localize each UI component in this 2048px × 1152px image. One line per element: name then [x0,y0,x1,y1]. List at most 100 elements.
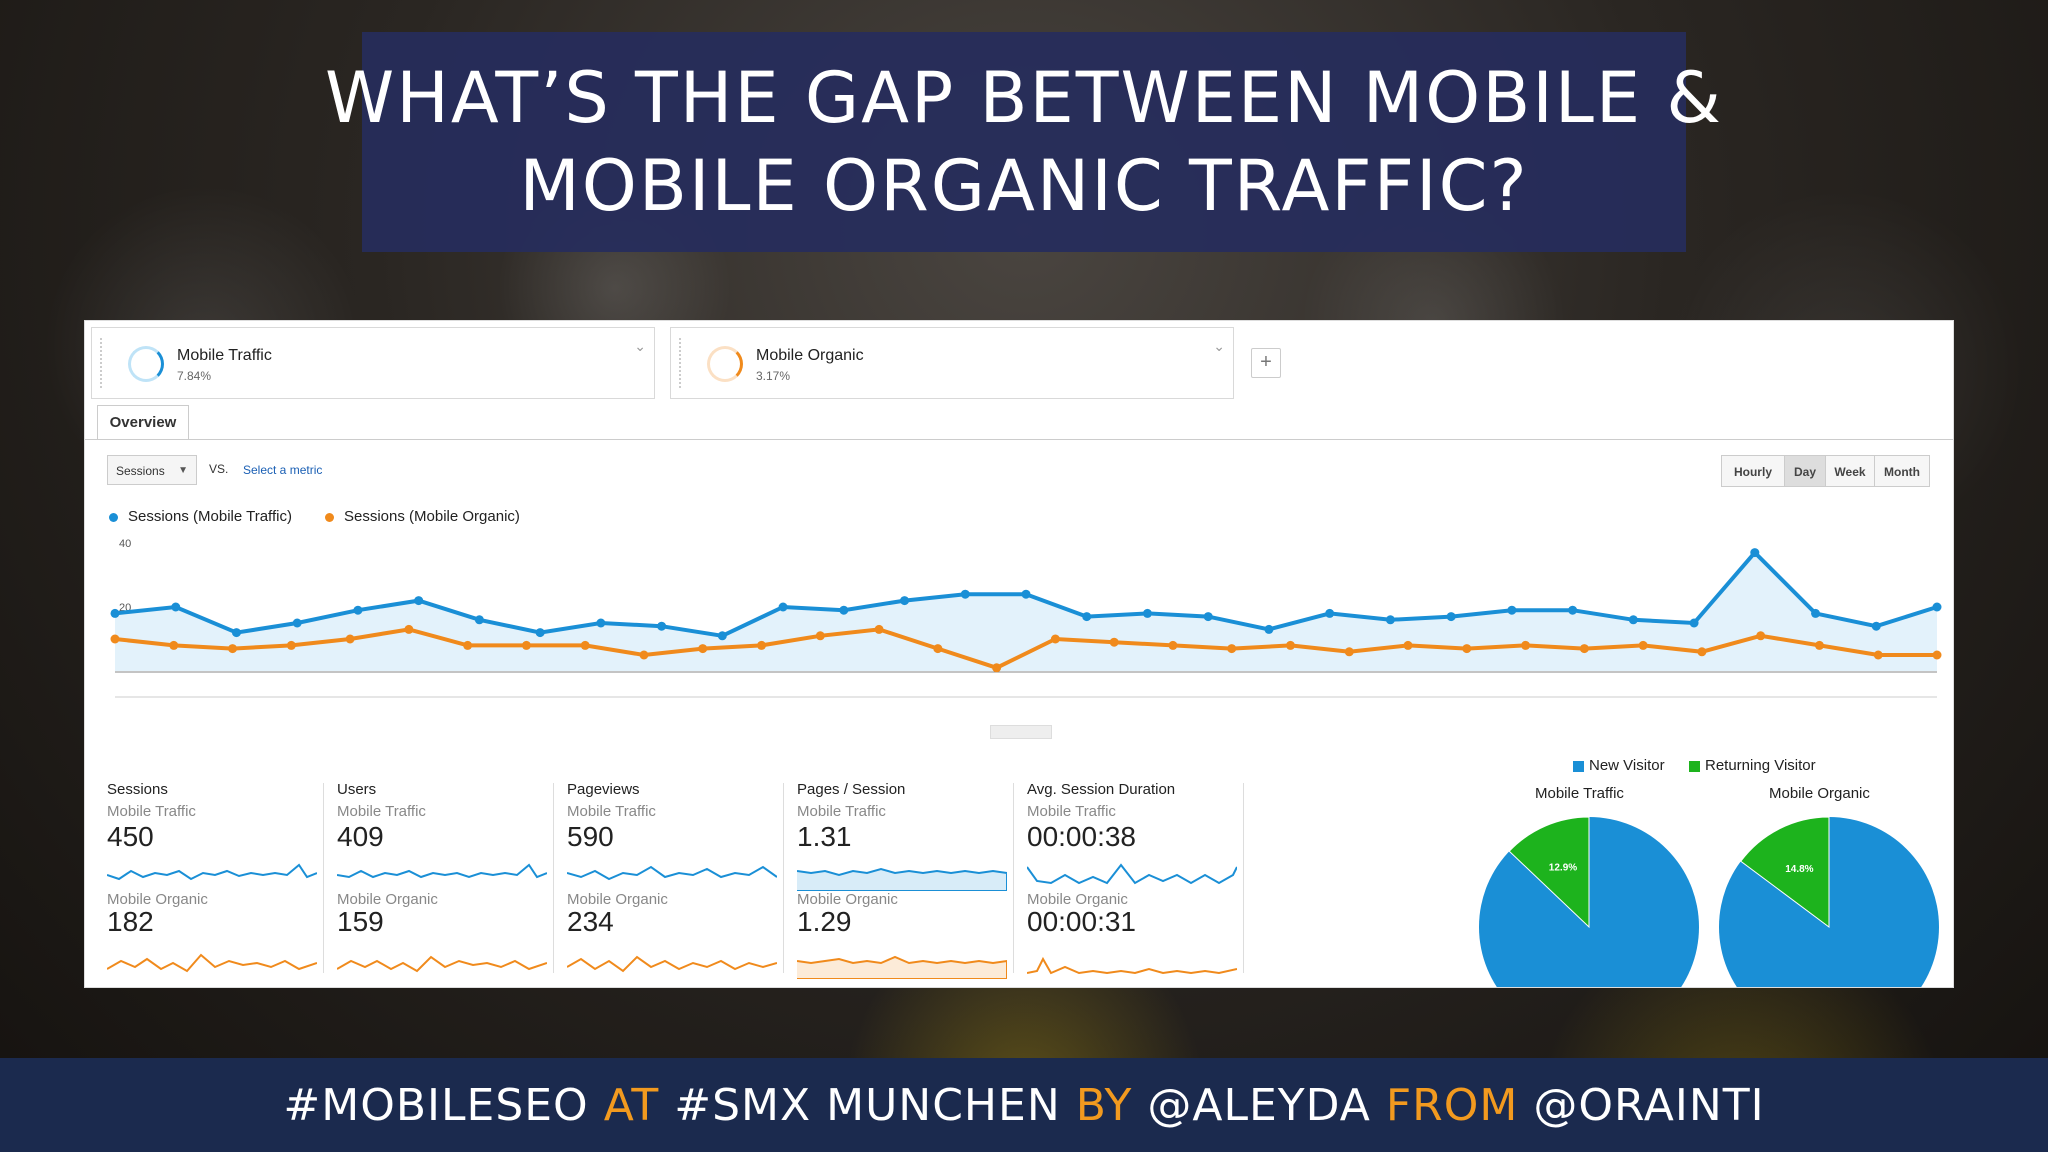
tab-overview[interactable]: Overview [97,405,189,440]
data-point[interactable] [110,634,120,644]
metric-name: Pageviews [567,781,640,798]
data-point[interactable] [228,644,238,654]
data-point[interactable] [414,596,424,606]
data-point[interactable] [757,640,767,650]
data-point[interactable] [1082,612,1092,622]
metric-select[interactable]: Sessions ▼ [107,455,197,485]
data-point[interactable] [900,596,910,606]
segment-mobile-organic[interactable]: Mobile Organic 3.17% ⌄ [670,327,1234,399]
data-point[interactable] [717,631,727,641]
chart-resize-handle[interactable] [990,725,1052,739]
data-point[interactable] [1697,647,1707,657]
data-point[interactable] [874,624,884,634]
data-point[interactable] [463,640,473,650]
data-point[interactable] [1871,621,1881,631]
data-point[interactable] [535,628,545,638]
data-point[interactable] [1750,548,1760,558]
period-hourly-button[interactable]: Hourly [1721,455,1785,487]
data-point[interactable] [1507,605,1517,615]
data-point[interactable] [1021,589,1031,599]
metric-pageviews[interactable]: Pageviews Mobile Traffic 590 Mobile Orga… [567,781,787,981]
data-point[interactable] [778,602,788,612]
data-point[interactable] [1385,615,1395,625]
period-month-button[interactable]: Month [1874,455,1930,487]
data-point[interactable] [1521,640,1531,650]
metric-sessions[interactable]: Sessions Mobile Traffic 450 Mobile Organ… [107,781,327,981]
metric-traffic-label: Mobile Traffic [1027,803,1116,820]
data-point[interactable] [1568,605,1578,615]
metric-pages-per-session[interactable]: Pages / Session Mobile Traffic 1.31 Mobi… [797,781,1017,981]
data-point[interactable] [839,605,849,615]
legend-item-mobile-organic[interactable]: Sessions (Mobile Organic) [325,508,520,525]
data-point[interactable] [580,640,590,650]
data-point[interactable] [1264,624,1274,634]
data-point[interactable] [1811,608,1821,618]
data-point[interactable] [345,634,355,644]
data-point[interactable] [1203,612,1213,622]
data-point[interactable] [1168,640,1178,650]
footer-segment: #SMX MUNCHEN [674,1079,1076,1131]
data-point[interactable] [933,644,943,654]
select-metric-link[interactable]: Select a metric [243,463,323,477]
data-point[interactable] [1462,644,1472,654]
data-point[interactable] [1142,608,1152,618]
data-point[interactable] [1628,615,1638,625]
chevron-down-icon[interactable]: ⌄ [634,338,646,354]
data-point[interactable] [1579,644,1589,654]
data-point[interactable] [1109,637,1119,647]
analytics-panel: Mobile Traffic 7.84% ⌄ Mobile Organic 3.… [84,320,1954,988]
period-day-button[interactable]: Day [1784,455,1826,487]
data-point[interactable] [1403,640,1413,650]
data-point[interactable] [1873,650,1883,660]
data-point[interactable] [110,608,120,618]
data-point[interactable] [639,650,649,660]
metric-users[interactable]: Users Mobile Traffic 409 Mobile Organic … [337,781,557,981]
metric-avg-session-duration[interactable]: Avg. Session Duration Mobile Traffic 00:… [1027,781,1247,981]
drag-handle-icon[interactable] [679,338,684,388]
data-point[interactable] [1325,608,1335,618]
data-point[interactable] [231,628,241,638]
data-point[interactable] [1932,602,1942,612]
metric-organic-label: Mobile Organic [107,891,208,908]
sparkline-organic [797,955,1007,979]
data-point[interactable] [1344,647,1354,657]
data-point[interactable] [992,663,1002,673]
vs-label: VS. [209,462,229,476]
data-point[interactable] [1756,631,1766,641]
metric-divider [553,783,554,973]
data-point[interactable] [1638,640,1648,650]
data-point[interactable] [1050,634,1060,644]
sparkline-traffic [107,863,317,881]
data-point[interactable] [1285,640,1295,650]
data-point[interactable] [1814,640,1824,650]
data-point[interactable] [815,631,825,641]
data-point[interactable] [521,640,531,650]
chevron-down-icon[interactable]: ⌄ [1213,338,1225,354]
data-point[interactable] [1932,650,1942,660]
data-point[interactable] [353,605,363,615]
metric-organic-label: Mobile Organic [797,891,898,908]
pie-title-mobile-traffic: Mobile Traffic [1535,785,1624,802]
data-point[interactable] [960,589,970,599]
data-point[interactable] [292,618,302,628]
legend-item-mobile-traffic[interactable]: Sessions (Mobile Traffic) [109,508,292,525]
drag-handle-icon[interactable] [100,338,105,388]
footer-segment: @ALEYDA [1147,1079,1386,1131]
data-point[interactable] [596,618,606,628]
data-point[interactable] [657,621,667,631]
data-point[interactable] [286,640,296,650]
data-point[interactable] [169,640,179,650]
data-point[interactable] [474,615,484,625]
segment-mobile-traffic[interactable]: Mobile Traffic 7.84% ⌄ [91,327,655,399]
data-point[interactable] [1689,618,1699,628]
pie-legend-new-visitor: New Visitor [1573,757,1665,774]
data-point[interactable] [698,644,708,654]
data-point[interactable] [1227,644,1237,654]
data-point[interactable] [404,624,414,634]
data-point[interactable] [1446,612,1456,622]
add-segment-button[interactable]: + [1251,348,1281,378]
metric-organic-value: 1.29 [797,906,852,937]
period-week-button[interactable]: Week [1825,455,1875,487]
data-point[interactable] [171,602,181,612]
